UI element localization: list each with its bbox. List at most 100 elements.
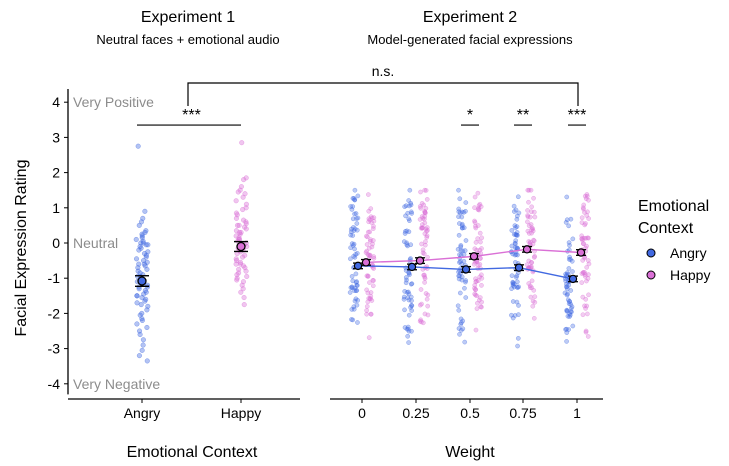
data-point bbox=[236, 222, 242, 228]
data-point bbox=[243, 175, 249, 181]
data-point bbox=[353, 211, 359, 216]
legend-title-line-1: Emotional bbox=[638, 198, 709, 215]
data-point bbox=[579, 271, 585, 276]
y-tick-label: -3 bbox=[48, 341, 61, 357]
data-point bbox=[405, 295, 411, 301]
y-tick-label: 0 bbox=[52, 235, 60, 251]
y-tick-label: -2 bbox=[48, 305, 61, 321]
mean-point bbox=[137, 276, 147, 286]
data-point bbox=[419, 301, 424, 307]
data-point bbox=[511, 203, 517, 209]
scale-anchor-label: Very Negative bbox=[73, 376, 160, 392]
data-point bbox=[509, 228, 515, 233]
data-point bbox=[401, 294, 407, 300]
data-point bbox=[418, 189, 423, 195]
data-point bbox=[420, 225, 425, 231]
data-point bbox=[366, 335, 372, 340]
data-point bbox=[475, 190, 481, 196]
data-point bbox=[418, 225, 424, 231]
data-point bbox=[586, 272, 591, 277]
data-point bbox=[477, 274, 483, 280]
data-point bbox=[234, 272, 240, 278]
data-point bbox=[405, 289, 411, 295]
mean-point bbox=[236, 241, 246, 252]
data-point bbox=[408, 209, 414, 215]
data-point bbox=[240, 207, 246, 213]
data-point bbox=[238, 289, 244, 295]
data-point bbox=[563, 278, 569, 284]
data-point bbox=[404, 228, 410, 234]
data-point bbox=[582, 209, 587, 215]
data-point bbox=[585, 334, 591, 339]
x-tick-label: Angry bbox=[124, 405, 161, 421]
data-point bbox=[471, 261, 477, 267]
data-point bbox=[512, 252, 518, 258]
data-point bbox=[510, 251, 516, 257]
data-point bbox=[585, 258, 591, 263]
data-point bbox=[586, 197, 591, 203]
data-point bbox=[424, 197, 430, 202]
y-tick-label: 1 bbox=[52, 200, 60, 216]
data-point bbox=[419, 222, 425, 228]
data-point bbox=[526, 258, 532, 264]
data-point bbox=[565, 291, 570, 297]
data-point bbox=[353, 271, 359, 277]
data-point bbox=[585, 311, 590, 317]
data-point bbox=[423, 239, 428, 244]
data-point bbox=[456, 276, 462, 282]
data-point bbox=[510, 315, 516, 321]
data-point bbox=[509, 243, 515, 249]
mean-point bbox=[522, 245, 532, 254]
data-point bbox=[365, 251, 371, 257]
data-point bbox=[565, 313, 571, 319]
data-point bbox=[241, 295, 247, 301]
data-point bbox=[409, 328, 414, 334]
data-point bbox=[532, 214, 538, 220]
data-point bbox=[564, 339, 569, 344]
data-point bbox=[566, 223, 572, 229]
data-point bbox=[406, 340, 411, 345]
data-point bbox=[564, 284, 570, 290]
data-point bbox=[472, 220, 478, 225]
data-point bbox=[236, 266, 242, 272]
data-point bbox=[567, 243, 572, 248]
data-point bbox=[567, 298, 572, 304]
data-point bbox=[352, 187, 358, 193]
data-point bbox=[233, 261, 239, 267]
x-tick-label: 0 bbox=[358, 405, 366, 421]
legend-swatch-happy bbox=[646, 270, 656, 280]
data-point bbox=[569, 304, 575, 310]
data-point bbox=[462, 339, 468, 345]
data-point bbox=[457, 331, 462, 337]
data-point bbox=[477, 247, 483, 253]
data-point bbox=[233, 233, 239, 239]
data-point bbox=[567, 312, 573, 318]
data-point bbox=[139, 347, 145, 353]
data-point bbox=[365, 192, 371, 197]
data-point bbox=[141, 261, 147, 267]
data-point bbox=[367, 229, 373, 235]
data-point bbox=[422, 216, 427, 222]
data-point bbox=[568, 257, 573, 262]
data-point bbox=[513, 232, 519, 237]
data-point bbox=[458, 243, 464, 248]
mean-point bbox=[415, 256, 425, 265]
data-point bbox=[476, 297, 482, 303]
data-point bbox=[511, 231, 517, 237]
data-point bbox=[423, 206, 429, 211]
data-point bbox=[402, 307, 407, 313]
data-point bbox=[473, 327, 479, 333]
data-point bbox=[235, 189, 241, 195]
data-point bbox=[351, 196, 357, 201]
data-point bbox=[350, 278, 356, 284]
data-point bbox=[528, 187, 534, 193]
data-point bbox=[563, 220, 569, 225]
mean-point bbox=[461, 265, 471, 274]
significance-label: ** bbox=[517, 107, 529, 124]
data-point bbox=[348, 204, 353, 209]
data-point bbox=[237, 187, 243, 193]
data-point bbox=[477, 230, 483, 236]
y-tick-label: 3 bbox=[52, 129, 60, 145]
data-point bbox=[134, 321, 140, 327]
comparison-label: n.s. bbox=[372, 63, 395, 79]
